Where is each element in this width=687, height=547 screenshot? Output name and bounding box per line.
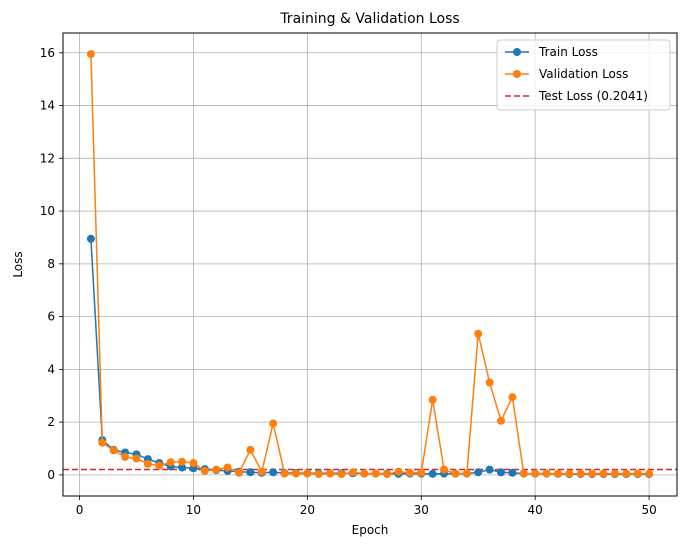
legend-label-test-loss: Test Loss (0.2041) xyxy=(538,89,648,103)
data-point xyxy=(212,465,221,474)
data-point xyxy=(178,463,187,472)
legend-entry-test-loss: Test Loss (0.2041) xyxy=(505,89,648,103)
legend-entry-train-loss: Train Loss xyxy=(505,45,598,59)
x-tick-label: 50 xyxy=(641,503,656,517)
y-tick-label: 12 xyxy=(40,151,55,165)
data-point xyxy=(508,393,517,402)
y-tick-label: 4 xyxy=(47,362,55,376)
data-point xyxy=(371,469,380,478)
data-point xyxy=(257,467,266,476)
x-tick-label: 0 xyxy=(76,503,84,517)
data-point xyxy=(610,469,619,478)
axis-ticks: 0 10 20 30 40 50 0 2 4 6 8 10 12 14 16 xyxy=(40,46,657,517)
data-point xyxy=(269,419,278,428)
legend-marker-validation-loss xyxy=(513,70,521,78)
data-point xyxy=(588,469,597,478)
data-point xyxy=(576,469,585,478)
legend-marker-train-loss xyxy=(513,48,521,56)
data-point xyxy=(178,457,187,466)
data-point xyxy=(200,466,209,475)
data-point xyxy=(542,469,551,478)
data-point xyxy=(519,469,528,478)
data-point xyxy=(462,469,471,478)
y-tick-label: 2 xyxy=(47,415,55,429)
y-tick-label: 8 xyxy=(47,257,55,271)
data-point xyxy=(485,465,494,474)
data-point xyxy=(474,468,483,477)
data-point xyxy=(314,470,323,479)
data-point xyxy=(553,469,562,478)
series-validation-loss xyxy=(86,50,654,479)
data-point xyxy=(143,459,152,468)
data-point xyxy=(269,468,278,477)
legend-entry-validation-loss: Validation Loss xyxy=(505,67,628,81)
data-point xyxy=(633,469,642,478)
data-point xyxy=(599,469,608,478)
data-point xyxy=(497,416,506,425)
legend: Train Loss Validation Loss Test Loss (0.… xyxy=(496,39,671,111)
data-point xyxy=(474,329,483,338)
y-tick-label: 16 xyxy=(40,46,55,60)
series-line xyxy=(90,238,650,475)
data-point xyxy=(451,469,460,478)
x-tick-label: 20 xyxy=(300,503,315,517)
data-point xyxy=(291,469,300,478)
x-tick-label: 40 xyxy=(528,503,543,517)
data-point xyxy=(109,446,118,455)
data-point xyxy=(348,468,357,477)
series-train-loss xyxy=(86,234,654,479)
data-point xyxy=(428,395,437,404)
x-axis-label: Epoch xyxy=(352,523,389,537)
data-point xyxy=(394,467,403,476)
data-point xyxy=(326,469,335,478)
legend-label-train-loss: Train Loss xyxy=(538,45,598,59)
y-tick-label: 14 xyxy=(40,99,55,113)
data-point xyxy=(132,454,141,463)
data-point xyxy=(280,469,289,478)
data-point xyxy=(234,468,243,477)
data-point xyxy=(360,469,369,478)
data-point xyxy=(189,459,198,468)
data-point xyxy=(508,468,517,477)
y-tick-label: 6 xyxy=(47,310,55,324)
legend-box xyxy=(496,39,671,111)
data-point xyxy=(440,465,449,474)
data-point xyxy=(405,468,414,477)
data-point xyxy=(155,461,164,470)
data-point xyxy=(497,468,506,477)
data-point xyxy=(565,469,574,478)
plot-frame xyxy=(62,32,678,497)
data-point xyxy=(531,469,540,478)
data-point xyxy=(98,438,107,447)
data-point xyxy=(383,470,392,479)
x-tick-label: 10 xyxy=(186,503,201,517)
data-point xyxy=(166,458,175,467)
data-point xyxy=(303,469,312,478)
data-point xyxy=(428,469,437,478)
y-tick-label: 0 xyxy=(47,468,55,482)
data-point xyxy=(622,469,631,478)
data-point xyxy=(246,468,255,477)
x-tick-label: 30 xyxy=(414,503,429,517)
data-point xyxy=(485,378,494,387)
data-point xyxy=(246,445,255,454)
y-axis-label: Loss xyxy=(11,251,25,277)
data-point xyxy=(337,470,346,479)
data-point xyxy=(86,50,95,59)
chart-title: Training & Validation Loss xyxy=(279,11,459,27)
data-point xyxy=(121,452,130,461)
data-point xyxy=(417,468,426,477)
legend-label-validation-loss: Validation Loss xyxy=(539,67,628,81)
data-point xyxy=(645,469,654,478)
y-tick-label: 10 xyxy=(40,204,55,218)
data-point xyxy=(223,463,232,472)
data-point xyxy=(86,234,95,243)
series-layer xyxy=(86,50,654,479)
